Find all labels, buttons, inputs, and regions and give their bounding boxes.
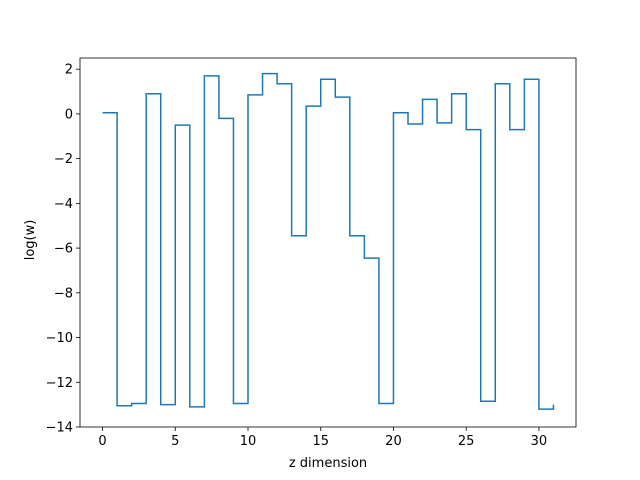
x-tick-label: 20 (385, 434, 402, 449)
y-tick-label: −10 (46, 331, 73, 346)
y-tick-label: 2 (65, 63, 73, 78)
y-tick-label: −4 (54, 197, 73, 212)
x-tick-label: 5 (171, 434, 179, 449)
x-tick-label: 30 (531, 434, 548, 449)
series-line (102, 72, 555, 410)
x-tick-label: 10 (240, 434, 257, 449)
x-tick-label: 0 (98, 434, 106, 449)
y-axis-label: log(w) (23, 220, 38, 261)
y-tick-label: −8 (54, 286, 73, 301)
y-tick-label: −14 (46, 421, 73, 436)
y-tick-label: −2 (54, 152, 73, 167)
y-tick-label: −6 (54, 242, 73, 257)
x-axis-label: z dimension (289, 456, 367, 471)
y-axis: 2 0 −2 −4 −6 −8 −10 −12 −14 (46, 63, 80, 436)
y-tick-label: 0 (65, 107, 73, 122)
x-tick-label: 25 (458, 434, 475, 449)
axes-frame (79, 57, 577, 428)
y-tick-label: −12 (46, 376, 73, 391)
x-axis: 0 5 10 15 20 25 30 (98, 427, 547, 449)
plot-area (79, 57, 577, 428)
x-tick-label: 15 (312, 434, 329, 449)
